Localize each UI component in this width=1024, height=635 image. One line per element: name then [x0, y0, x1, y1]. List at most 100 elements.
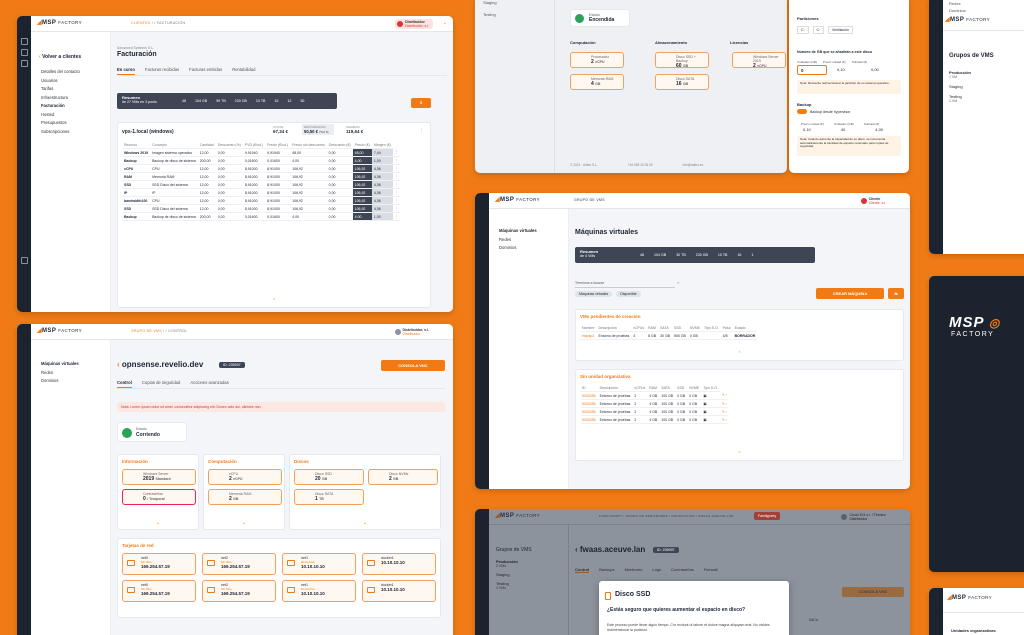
partition-c1[interactable]: C:: [797, 26, 809, 34]
search-input[interactable]: Términos a buscar: [575, 281, 675, 288]
column-header[interactable]: Precio (€): [352, 141, 372, 149]
table-row[interactable]: RAM Memoria RAM 12,00 0,00 8,91000 8,91000 106…: [122, 172, 401, 181]
settings-button[interactable]: ⇋: [888, 288, 904, 299]
table-row[interactable]: SSD SSD Disco del sistema 12,00 0,00 8,91000…: [122, 204, 401, 213]
edit-icon[interactable]: ✎ ›: [719, 415, 729, 424]
menu-vms[interactable]: Máquinas virtuales: [499, 228, 537, 233]
vnc-console-button[interactable]: CONSOLA VNC: [381, 360, 445, 371]
column-header[interactable]: ID: [580, 384, 598, 392]
nic-tile[interactable]: net2 Sin filtro 169.254.57.19: [202, 580, 276, 602]
tab-current[interactable]: En curso: [117, 67, 135, 75]
column-header[interactable]: Descripción: [596, 324, 632, 332]
column-header[interactable]: vCPUs: [632, 384, 648, 392]
gb-input[interactable]: 0: [797, 65, 827, 75]
client-badge[interactable]: Familyparty: [754, 512, 781, 520]
column-header[interactable]: SSD: [675, 384, 688, 392]
back-link[interactable]: ‹ Volver a clientes: [39, 54, 82, 60]
nic-tile[interactable]: net1 Restrictivo 10.10.10.10: [282, 553, 356, 575]
column-header[interactable]: Recurso: [122, 141, 151, 149]
table-row[interactable]: 5900055 Entorno de pruebas 2 4 GB 100 GB 0 GB…: [580, 391, 729, 400]
menu-networks[interactable]: Redes: [499, 236, 512, 242]
menu-networks[interactable]: Redes: [41, 369, 54, 375]
more-icon[interactable]: ⋮: [392, 148, 401, 157]
column-header[interactable]: Cantidad: [197, 141, 216, 149]
menu-rates[interactable]: Tarifas: [41, 86, 54, 91]
more-icon[interactable]: ⋮: [392, 180, 401, 189]
filter-chip[interactable]: Disponible: [616, 291, 641, 297]
ram-tile[interactable]: Memoria RAM 4 GB: [570, 74, 624, 90]
partition-ventilation[interactable]: Ventilación: [828, 26, 853, 34]
edit-icon[interactable]: ✎ ›: [719, 399, 729, 408]
table-row[interactable]: Windows 2019 Imagen sistema operativo 12,0…: [122, 148, 401, 157]
more-icon[interactable]: ⋮: [392, 156, 401, 165]
column-header[interactable]: Paso: [720, 324, 733, 332]
menu-billing[interactable]: Facturación: [41, 103, 65, 108]
menu-vms[interactable]: Máquinas virtuales: [41, 361, 79, 366]
user-badge[interactable]: Distribuidor, s.l. Distribuidor: [393, 327, 433, 337]
column-header[interactable]: NVME: [687, 384, 702, 392]
license-tile[interactable]: Windows Server 2019 2 vCPU: [732, 52, 786, 69]
column-header[interactable]: Descuento (€): [326, 141, 353, 149]
more-icon[interactable]: ⋮: [419, 128, 424, 134]
backup-toggle[interactable]: Backup desde hypervisor: [797, 109, 850, 114]
partition-c2[interactable]: C:: [812, 26, 824, 34]
side-networks[interactable]: Redes: [949, 1, 961, 6]
table-row[interactable]: Backup Backup de disco de sistema 200,00 0,…: [122, 212, 401, 221]
edit-icon[interactable]: ✎ ›: [719, 407, 729, 416]
ram-tile[interactable]: Memoria RAM 2 GB: [208, 489, 282, 505]
menu-users[interactable]: Usuarios: [41, 77, 58, 83]
more-icon[interactable]: ⋮: [392, 172, 401, 181]
menu-budgets[interactable]: Presupuestos: [41, 120, 67, 125]
vcpu-tile[interactable]: vCPU 2 vCPU: [208, 469, 282, 485]
side-testing[interactable]: Testing: [483, 12, 496, 17]
table-row[interactable]: bandwidth100 CPU 12,00 0,00 8,91000 8,91000 10…: [122, 196, 401, 205]
more-icon[interactable]: ⋮: [392, 164, 401, 173]
passwords-tile[interactable]: Contraseñas 0 / Temporal: [122, 489, 196, 505]
column-header[interactable]: Nombre: [580, 324, 597, 332]
nic-tile[interactable]: net0 Sin filtro 169.254.57.19: [122, 553, 196, 575]
side-domains[interactable]: Dominios: [949, 8, 966, 13]
logo[interactable]: ◢MSP FACTORY: [37, 20, 83, 26]
column-header[interactable]: Descripción: [597, 384, 633, 392]
column-header[interactable]: SSD: [672, 324, 688, 332]
tab-control[interactable]: Control: [117, 380, 132, 388]
ssd-tile[interactable]: Disco SSD 20 GB: [294, 469, 364, 485]
user-badge[interactable]: Cloud 101 s.l. / Técnico Distribuidor: [839, 512, 890, 522]
group-production[interactable]: Producción 1 VM: [949, 70, 972, 79]
column-header[interactable]: Tipo S.O.: [702, 324, 721, 332]
more-icon[interactable]: ⋮: [392, 196, 401, 205]
nic-tile[interactable]: docker1 10.10.10.10: [362, 580, 436, 602]
tab-profit[interactable]: Rentabilidad: [232, 67, 256, 72]
nic-tile[interactable]: net1 Restrictivo 10.10.10.10: [282, 580, 356, 602]
column-header[interactable]: RAM: [647, 384, 660, 392]
table-row[interactable]: 5900055 Entorno de pruebas 2 4 GB 100 GB 0 GB…: [580, 415, 729, 424]
column-header[interactable]: SATA: [659, 384, 676, 392]
menu-domains[interactable]: Dominios: [499, 245, 517, 250]
filter-chip[interactable]: Máquinas virtuales: [575, 291, 613, 297]
vnc-console-button[interactable]: CONSOLA VNC: [842, 587, 904, 597]
group-staging[interactable]: Staging: [949, 84, 963, 89]
reports-icon[interactable]: [20, 60, 28, 67]
sata-tile[interactable]: Disco SATA 16 GB: [655, 74, 709, 90]
logo[interactable]: ◢MSP FACTORY: [945, 17, 991, 23]
ssd-tile[interactable]: Disco SSD + Backup 60 GB: [655, 52, 709, 69]
column-header[interactable]: PVD (€/ud.): [242, 141, 266, 149]
column-header[interactable]: Margen (€): [371, 141, 393, 149]
nic-tile[interactable]: docker1 10.10.10.10: [362, 553, 436, 575]
nic-tile[interactable]: net0 Sin filtro 169.254.57.19: [122, 580, 196, 602]
chevron-down-icon[interactable]: ⌄: [442, 20, 447, 26]
column-header[interactable]: NVME: [687, 324, 703, 332]
menu-subscriptions[interactable]: Subscripciones: [41, 128, 70, 134]
column-header[interactable]: Precio (€/ud.): [265, 141, 291, 149]
user-badge[interactable]: Distribuidor Distribuidor, s.l.: [395, 19, 433, 29]
tab-advanced[interactable]: Acciones avanzadas: [190, 380, 229, 385]
more-icon[interactable]: ⋮: [392, 212, 401, 221]
power-icon[interactable]: [122, 428, 132, 438]
cpu-tile[interactable]: Procesador 2 vCPU: [570, 52, 624, 68]
column-header[interactable]: Concepto: [150, 141, 198, 149]
table-row[interactable]: 5900055 Entorno de pruebas 2 4 GB 100 GB 0 GB…: [580, 399, 729, 408]
column-header[interactable]: SATA: [658, 324, 673, 332]
user-badge[interactable]: Cliente Cliente, s.l.: [859, 196, 890, 206]
column-header[interactable]: vCPUs: [631, 324, 647, 332]
menu-domains[interactable]: Dominios: [41, 378, 59, 383]
